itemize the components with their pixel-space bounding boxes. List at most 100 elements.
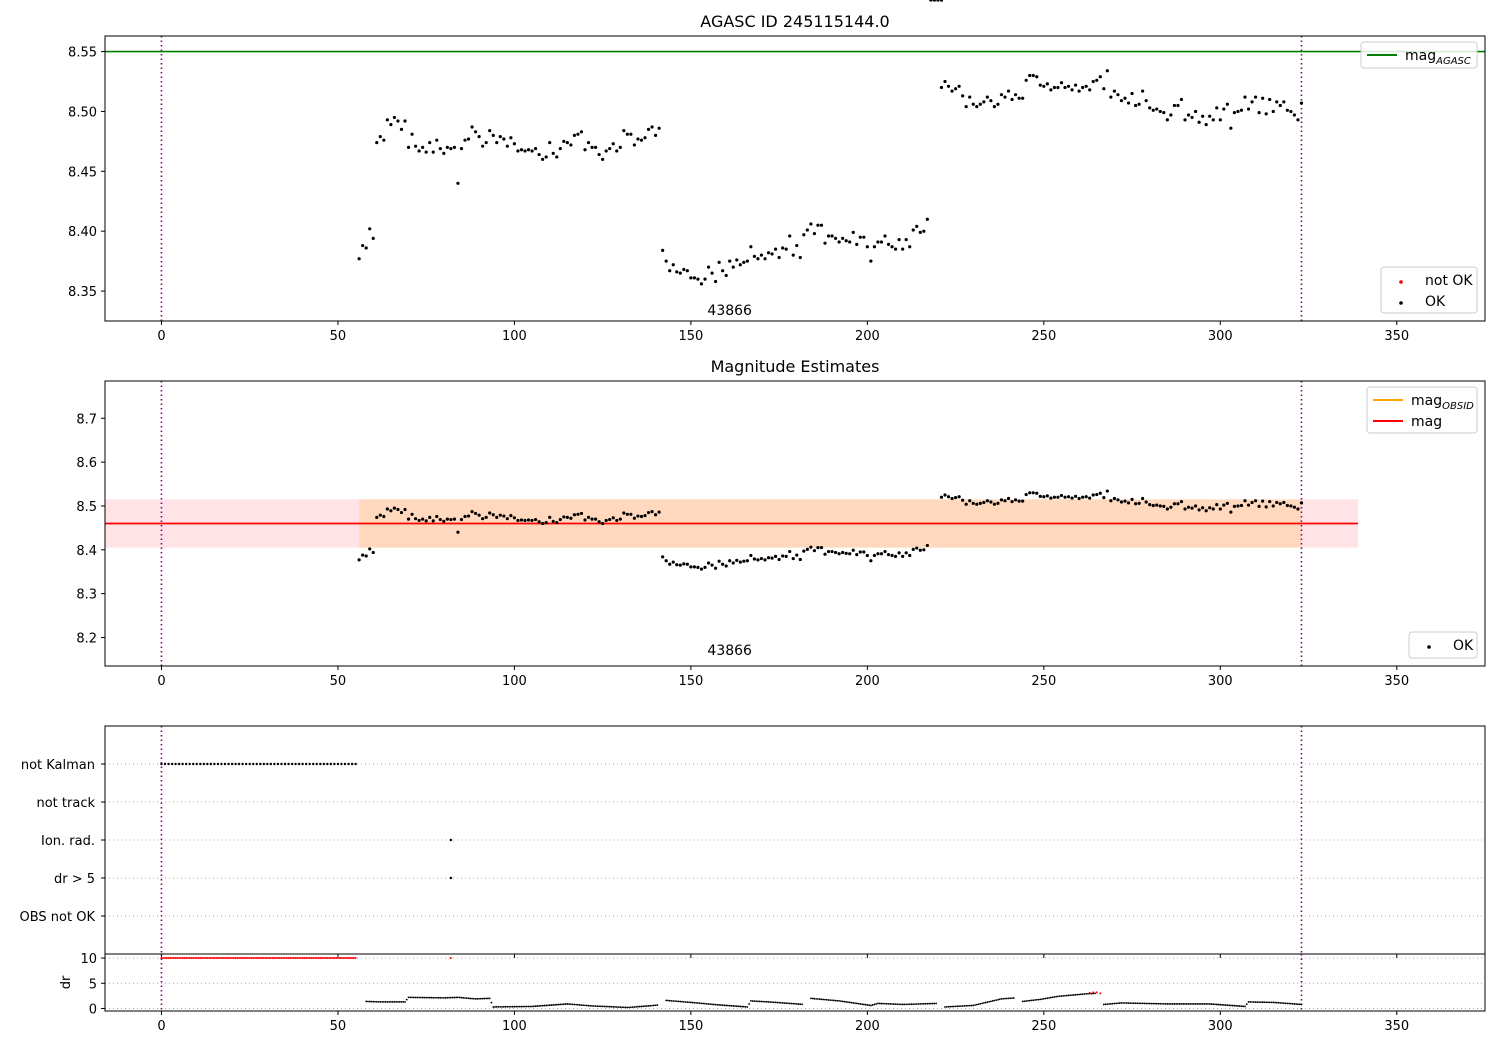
dr-point-ok xyxy=(1115,1002,1118,1005)
data-point-ok xyxy=(1261,96,1265,100)
dr-point-ok xyxy=(751,1000,754,1002)
data-point-ok xyxy=(406,517,411,521)
dr-point-ok xyxy=(472,997,475,1000)
data-point-ok xyxy=(943,493,947,497)
dr-point-ok xyxy=(742,1005,745,1008)
data-point-ok xyxy=(724,273,728,278)
data-point-ok xyxy=(551,151,555,155)
dr-point-ok xyxy=(922,1002,925,1005)
dr-point-ok xyxy=(871,1004,874,1006)
data-point-ok xyxy=(541,157,545,161)
data-point-ok xyxy=(1028,491,1032,495)
data-point-ok xyxy=(1296,507,1300,511)
dr-point-ok xyxy=(689,1001,692,1004)
data-point-ok xyxy=(1017,499,1021,503)
dr-point-ok xyxy=(1000,997,1003,1000)
dr-point-ok xyxy=(479,997,482,1000)
dr-point-ok xyxy=(594,1005,597,1008)
dr-point-ok xyxy=(1221,1003,1223,1006)
data-point-ok xyxy=(389,123,393,127)
dr-point-ok xyxy=(832,999,835,1002)
data-point-ok xyxy=(975,105,979,109)
dr-point-ok xyxy=(1199,1003,1202,1005)
data-point-ok xyxy=(773,247,778,251)
dr-point-ok xyxy=(1222,1004,1225,1006)
dr-point-ok xyxy=(997,998,999,1001)
legend-frame xyxy=(1360,41,1478,69)
data-point-ok xyxy=(1253,95,1258,99)
data-point-ok xyxy=(505,517,509,521)
dr-point-ok xyxy=(1226,1004,1229,1007)
dr-point-ok xyxy=(596,1005,599,1008)
dr-point-not-ok xyxy=(306,957,309,960)
dr-point-not-ok xyxy=(188,957,191,960)
data-point-ok xyxy=(706,265,711,269)
data-point-ok xyxy=(908,553,912,558)
dr-point-not-ok xyxy=(245,957,248,960)
data-point-ok xyxy=(823,241,827,245)
dr-point-ok xyxy=(928,1002,931,1005)
data-point-ok xyxy=(759,556,764,561)
data-point-ok xyxy=(392,506,397,510)
dr-point-not-ok xyxy=(294,957,297,960)
data-point-ok xyxy=(1109,499,1113,503)
dr-point-ok xyxy=(608,1005,611,1008)
data-point-ok xyxy=(417,149,421,153)
dr-point-not-ok xyxy=(194,957,196,960)
legend: not OK OK xyxy=(1380,266,1478,314)
data-point-ok xyxy=(692,565,697,569)
data-point-ok xyxy=(830,234,834,238)
data-point-ok xyxy=(1112,496,1117,501)
flag-point xyxy=(167,762,170,766)
data-point-ok xyxy=(802,549,806,553)
data-point-ok xyxy=(901,554,905,558)
data-point-ok xyxy=(657,126,661,130)
dr-point-ok xyxy=(504,1005,507,1008)
data-point-ok xyxy=(717,260,721,264)
data-point-ok xyxy=(879,240,884,244)
data-point-ok xyxy=(590,145,594,149)
dr-point-ok xyxy=(834,999,837,1002)
data-point-ok xyxy=(1186,505,1191,509)
axes-frame xyxy=(104,35,1486,322)
data-point-ok xyxy=(526,518,531,522)
dr-point-ok xyxy=(1295,1003,1298,1005)
dr-point-not-ok xyxy=(202,957,205,960)
data-point-ok xyxy=(1211,507,1215,511)
data-point-ok xyxy=(1049,496,1053,500)
dr-point-ok xyxy=(1272,1001,1275,1004)
flag-point xyxy=(174,762,177,766)
dr-point-ok xyxy=(684,1001,687,1003)
data-point-ok xyxy=(699,282,704,286)
dr-point-ok xyxy=(1083,993,1086,995)
dr-point-ok xyxy=(714,1003,717,1006)
dr-point-ok xyxy=(944,1006,946,1008)
dr-point-ok xyxy=(451,996,454,999)
dr-point-ok xyxy=(776,1001,779,1004)
dr-point-ok xyxy=(543,1004,546,1007)
dr-point-ok xyxy=(1058,995,1061,998)
dr-point-ok xyxy=(589,1004,592,1007)
data-point-ok xyxy=(699,567,704,571)
dr-point-not-ok xyxy=(301,957,304,960)
flag-point xyxy=(252,762,255,766)
data-point-ok xyxy=(403,507,407,512)
dr-point-ok xyxy=(652,1004,655,1007)
dr-point-not-ok xyxy=(195,957,198,960)
dr-point-not-ok xyxy=(273,957,276,960)
dr-point-ok xyxy=(667,999,669,1002)
data-point-ok xyxy=(1285,503,1289,508)
dr-point-ok xyxy=(536,1005,539,1007)
y-tick-label: 0 xyxy=(89,1002,97,1017)
data-point-ok xyxy=(1081,85,1085,90)
dr-point-ok xyxy=(885,1002,888,1005)
data-point-ok xyxy=(883,234,887,238)
data-point-ok xyxy=(848,552,852,556)
dr-point-ok xyxy=(1120,1002,1123,1004)
data-point-ok xyxy=(809,222,813,226)
data-point-ok xyxy=(1218,118,1222,122)
data-point-ok xyxy=(763,257,767,261)
data-point-ok xyxy=(1264,112,1268,116)
data-point-ok xyxy=(361,243,365,248)
dr-point-not-ok xyxy=(254,957,256,960)
